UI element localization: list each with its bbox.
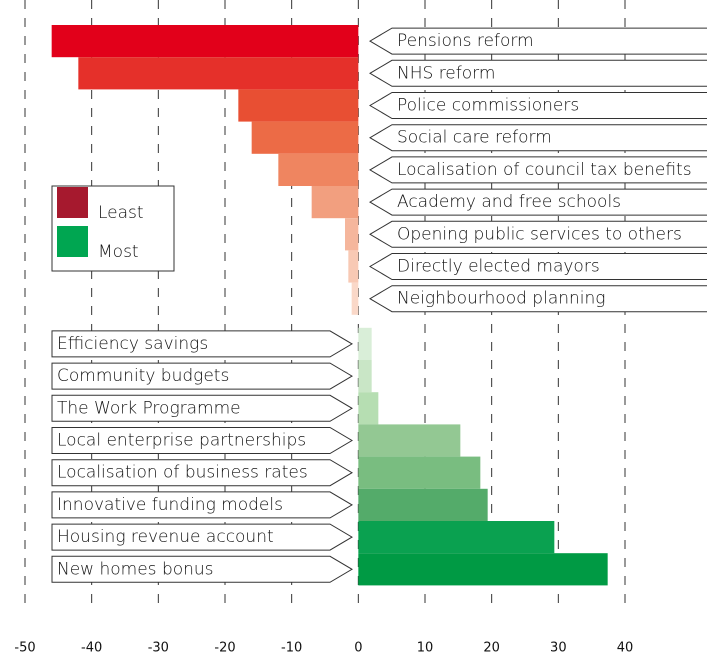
x-tick-label: 30 — [550, 641, 567, 656]
bar — [358, 360, 372, 393]
x-tick-label: -30 — [148, 641, 169, 656]
x-tick-label: 20 — [483, 641, 500, 656]
x-tick-label: 40 — [617, 641, 634, 656]
label-box — [51, 491, 353, 519]
label-box — [51, 459, 353, 487]
bar — [278, 153, 359, 186]
category-label: Local enterprise partnerships — [57, 431, 306, 451]
bar — [358, 521, 555, 554]
bar — [358, 392, 379, 425]
bar — [345, 218, 359, 251]
label-box — [51, 330, 353, 358]
legend-label: Least — [98, 203, 144, 223]
bar — [351, 282, 359, 315]
legend-label: Most — [98, 242, 139, 262]
x-tick-label: -20 — [214, 641, 235, 656]
bar — [358, 553, 608, 586]
category-label: Social care reform — [397, 128, 552, 148]
label-box — [369, 188, 707, 216]
label-box — [51, 394, 353, 422]
bar — [358, 488, 488, 521]
category-label: Community budgets — [57, 366, 229, 386]
category-label: Innovative funding models — [57, 495, 283, 515]
category-label: New homes bonus — [57, 559, 214, 579]
category-label: Pensions reform — [397, 31, 534, 51]
label-box — [51, 427, 353, 454]
category-label: Localisation of business rates — [57, 463, 308, 483]
bar — [51, 25, 359, 58]
x-tick-label: -40 — [81, 641, 102, 656]
label-box — [51, 362, 353, 390]
bar — [311, 186, 359, 219]
bar — [251, 121, 359, 154]
bar — [358, 424, 461, 457]
label-box — [51, 555, 353, 583]
label-box — [369, 124, 707, 152]
x-tick-label: -50 — [14, 641, 35, 656]
category-label: Housing revenue account — [57, 527, 274, 547]
bar — [358, 456, 481, 489]
legend-swatch — [57, 187, 88, 218]
label-box — [369, 285, 707, 313]
category-label: NHS reform — [397, 63, 495, 83]
label-box — [369, 59, 707, 87]
category-label: Directly elected mayors — [397, 257, 600, 277]
label-box — [369, 220, 707, 248]
bar — [78, 57, 359, 90]
label-box — [51, 523, 353, 551]
label-box — [369, 92, 707, 119]
category-label: Police commissioners — [397, 96, 579, 116]
label-box — [369, 253, 707, 280]
x-tick-label: -10 — [281, 641, 302, 656]
bar — [238, 89, 359, 122]
category-label: Localisation of council tax benefits — [397, 160, 692, 180]
label-box — [369, 156, 707, 184]
category-label: Neighbourhood planning — [397, 289, 605, 309]
category-label: Opening public services to others — [397, 224, 682, 244]
x-tick-label: 0 — [354, 641, 362, 656]
category-label: Academy and free schools — [397, 192, 621, 212]
legend-swatch — [57, 226, 88, 257]
category-label: Efficiency savings — [57, 334, 208, 354]
bar — [358, 327, 372, 360]
x-tick-label: 10 — [417, 641, 434, 656]
label-box — [369, 27, 707, 55]
category-label: The Work Programme — [57, 398, 241, 418]
bar — [348, 250, 359, 283]
